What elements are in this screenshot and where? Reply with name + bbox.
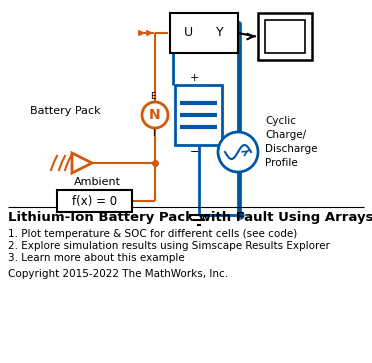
Text: 1. Plot temperature & SOC for different cells (see code): 1. Plot temperature & SOC for different … (8, 229, 297, 239)
Bar (258, 13, 312, 60)
Bar (170, 13, 238, 53)
Text: Y: Y (216, 26, 224, 40)
Text: Copyright 2015-2022 The MathWorks, Inc.: Copyright 2015-2022 The MathWorks, Inc. (8, 269, 228, 279)
Polygon shape (72, 153, 92, 173)
Text: I: I (152, 129, 154, 138)
Bar (57, 190, 132, 212)
Text: U: U (183, 26, 193, 40)
Text: 3. Learn more about this example: 3. Learn more about this example (8, 253, 185, 263)
Text: f(x) = 0: f(x) = 0 (72, 195, 117, 208)
Text: Battery Pack: Battery Pack (30, 106, 100, 116)
Text: −: − (190, 147, 199, 157)
Circle shape (218, 132, 258, 172)
Bar (265, 20, 305, 53)
Text: +: + (190, 73, 199, 83)
Text: Lithium-Ion Battery Pack with Fault Using Arrays: Lithium-Ion Battery Pack with Fault Usin… (8, 211, 372, 224)
Bar (175, 85, 222, 145)
Circle shape (142, 102, 168, 128)
Text: Ambient: Ambient (74, 177, 121, 187)
Text: 2. Explore simulation results using Simscape Results Explorer: 2. Explore simulation results using Sims… (8, 241, 330, 251)
Text: N: N (149, 108, 161, 122)
Text: E: E (150, 92, 156, 101)
Text: Cyclic
Charge/
Discharge
Profile: Cyclic Charge/ Discharge Profile (265, 116, 317, 168)
